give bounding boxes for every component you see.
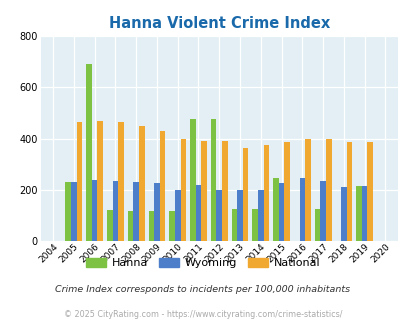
Bar	[284, 143, 289, 241]
Bar	[118, 122, 124, 241]
Bar	[257, 190, 263, 241]
Bar	[148, 212, 154, 241]
Bar	[305, 139, 310, 241]
Bar	[314, 209, 320, 241]
Bar	[154, 183, 159, 241]
Bar	[263, 145, 269, 241]
Bar	[210, 119, 216, 241]
Bar	[273, 178, 278, 241]
Bar	[346, 143, 352, 241]
Bar	[195, 185, 201, 241]
Bar	[169, 212, 175, 241]
Bar	[367, 143, 372, 241]
Bar	[355, 186, 361, 241]
Bar	[112, 181, 118, 241]
Bar	[216, 190, 222, 241]
Bar	[92, 180, 97, 241]
Bar	[86, 64, 92, 241]
Bar	[340, 187, 346, 241]
Bar	[325, 139, 331, 241]
Legend: Hanna, Wyoming, National: Hanna, Wyoming, National	[81, 253, 324, 273]
Bar	[361, 186, 367, 241]
Bar	[237, 190, 242, 241]
Bar	[242, 148, 248, 241]
Bar	[71, 182, 77, 241]
Bar	[159, 131, 165, 241]
Bar	[180, 139, 185, 241]
Bar	[231, 209, 237, 241]
Bar	[175, 190, 180, 241]
Bar	[222, 141, 227, 241]
Bar	[139, 126, 144, 241]
Bar	[252, 209, 257, 241]
Bar	[190, 119, 195, 241]
Bar	[201, 141, 207, 241]
Bar	[77, 122, 82, 241]
Text: Crime Index corresponds to incidents per 100,000 inhabitants: Crime Index corresponds to incidents per…	[55, 285, 350, 294]
Bar	[320, 181, 325, 241]
Bar	[278, 183, 284, 241]
Bar	[65, 182, 71, 241]
Bar	[133, 182, 139, 241]
Bar	[299, 178, 305, 241]
Bar	[97, 121, 103, 241]
Text: © 2025 CityRating.com - https://www.cityrating.com/crime-statistics/: © 2025 CityRating.com - https://www.city…	[64, 310, 341, 319]
Title: Hanna Violent Crime Index: Hanna Violent Crime Index	[109, 16, 329, 31]
Bar	[128, 212, 133, 241]
Bar	[107, 210, 112, 241]
